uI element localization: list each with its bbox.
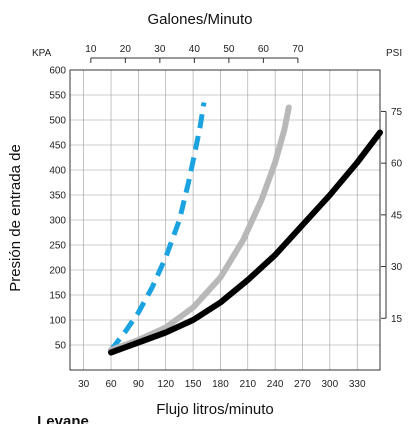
y-tick-label: 200	[49, 266, 66, 277]
plot-frame	[69, 69, 381, 371]
x-tick-label: 270	[294, 379, 311, 390]
x-tick-label: 300	[322, 379, 339, 390]
x-tick-label: 90	[133, 379, 145, 390]
y-tick-label: 600	[49, 66, 66, 77]
right-tick-label: 15	[391, 314, 403, 325]
right-unit-label: PSI	[386, 48, 402, 59]
grid	[70, 69, 380, 370]
x-tick-label: 150	[185, 379, 202, 390]
y-tick-label: 250	[49, 241, 66, 252]
y-tick-label: 300	[49, 216, 66, 227]
x-tick-label: 240	[267, 379, 284, 390]
top-axis-label: Galones/Minuto	[147, 11, 252, 28]
right-tick-label: 75	[391, 107, 403, 118]
y-tick-label: 550	[49, 91, 66, 102]
top-tick-label: 10	[85, 44, 97, 55]
y-tick-label: 450	[49, 141, 66, 152]
x-tick-label: 330	[349, 379, 366, 390]
series-line-1	[109, 102, 207, 352]
series-line-2	[108, 104, 292, 353]
top-tick-label: 20	[120, 44, 132, 55]
y-tick-label: 350	[49, 191, 66, 202]
top-tick-label: 60	[258, 44, 270, 55]
y-tick-label: 500	[49, 116, 66, 127]
top-tick-label: 40	[189, 44, 201, 55]
series-group	[108, 102, 383, 356]
x-tick-label: 120	[157, 379, 174, 390]
right-axis: 15 30 45 60 75	[381, 107, 403, 325]
top-tick-label: 50	[223, 44, 235, 55]
y-tick-label: 50	[55, 341, 67, 352]
x-axis-label: Flujo litros/minuto	[156, 401, 274, 418]
left-unit-label: KPA	[32, 48, 52, 59]
right-tick-label: 45	[391, 210, 403, 221]
x-tick-label: 60	[105, 379, 117, 390]
right-tick-label: 30	[391, 262, 403, 273]
x-tick-label: 180	[212, 379, 229, 390]
x-tick-labels: 30 60 90 120 150 180 210 240 270 300 330	[78, 379, 366, 390]
top-tick-label: 70	[292, 44, 304, 55]
top-axis: 10 20 30 40 50 60 70	[85, 44, 304, 63]
cutoff-text: Levane	[37, 413, 89, 424]
x-tick-label: 30	[78, 379, 90, 390]
y-tick-label: 100	[49, 316, 66, 327]
x-tick-label: 210	[239, 379, 256, 390]
right-tick-label: 60	[391, 159, 403, 170]
y-tick-label: 400	[49, 166, 66, 177]
y-tick-label: 150	[49, 291, 66, 302]
y-tick-labels: 50 100 150 200 250 300 350 400 450 500 550 600	[49, 66, 66, 352]
series-line-3	[108, 129, 383, 356]
top-tick-label: 30	[154, 44, 166, 55]
y-axis-label: Presión de entrada de	[7, 144, 24, 292]
